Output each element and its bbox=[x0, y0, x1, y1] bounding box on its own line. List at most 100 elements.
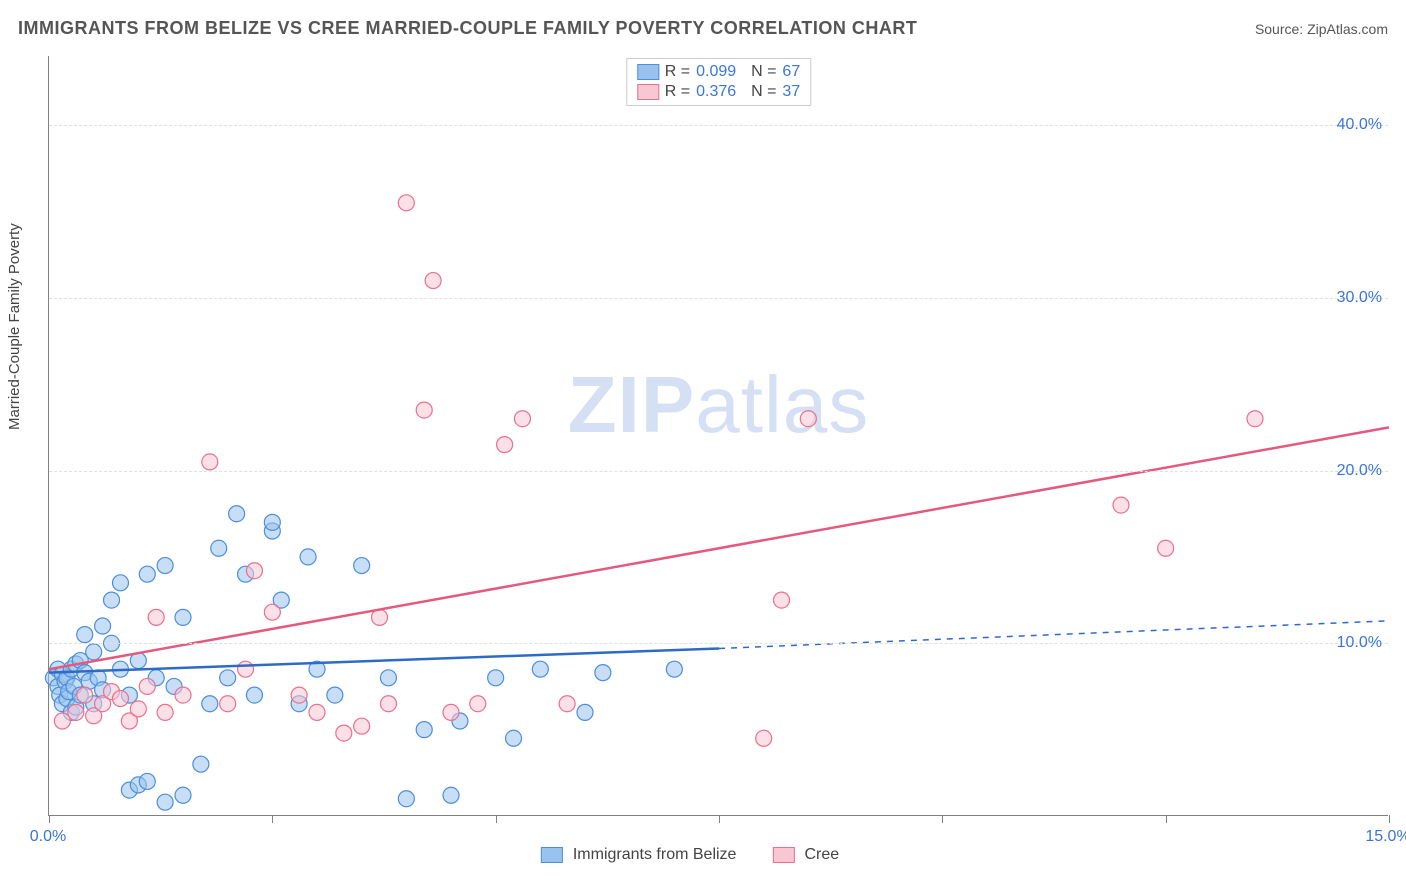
data-point bbox=[514, 411, 530, 427]
data-point bbox=[68, 704, 84, 720]
x-tick bbox=[719, 815, 720, 823]
data-point bbox=[425, 273, 441, 289]
data-point bbox=[175, 787, 191, 803]
legend-swatch bbox=[541, 847, 563, 863]
y-tick-label: 10.0% bbox=[1337, 634, 1382, 652]
legend-series-label: Immigrants from Belize bbox=[573, 846, 737, 864]
legend-series-label: Cree bbox=[804, 846, 839, 864]
source-credit: Source: ZipAtlas.com bbox=[1255, 21, 1388, 37]
data-point bbox=[1113, 497, 1129, 513]
legend-swatch bbox=[637, 84, 659, 100]
data-point bbox=[800, 411, 816, 427]
data-point bbox=[559, 696, 575, 712]
y-tick-label: 40.0% bbox=[1337, 116, 1382, 134]
gridline bbox=[49, 298, 1388, 299]
data-point bbox=[202, 696, 218, 712]
data-point bbox=[300, 549, 316, 565]
data-point bbox=[139, 566, 155, 582]
legend-r-value: 0.376 bbox=[696, 83, 736, 101]
data-point bbox=[1158, 540, 1174, 556]
data-point bbox=[246, 687, 262, 703]
data-point bbox=[327, 687, 343, 703]
data-point bbox=[86, 644, 102, 660]
data-point bbox=[380, 670, 396, 686]
data-point bbox=[193, 756, 209, 772]
data-point bbox=[532, 661, 548, 677]
data-point bbox=[264, 514, 280, 530]
data-point bbox=[220, 696, 236, 712]
page-title: IMMIGRANTS FROM BELIZE VS CREE MARRIED-C… bbox=[18, 18, 917, 39]
data-point bbox=[443, 787, 459, 803]
data-point bbox=[506, 730, 522, 746]
data-point bbox=[112, 575, 128, 591]
data-point bbox=[291, 687, 307, 703]
data-point bbox=[756, 730, 772, 746]
legend-n-label: N = bbox=[742, 63, 776, 81]
data-point bbox=[774, 592, 790, 608]
gridline bbox=[49, 471, 1388, 472]
legend-r-label: R = bbox=[665, 63, 690, 81]
data-point bbox=[416, 722, 432, 738]
data-point bbox=[104, 592, 120, 608]
data-point bbox=[488, 670, 504, 686]
data-point bbox=[202, 454, 218, 470]
data-point bbox=[443, 704, 459, 720]
y-tick-label: 20.0% bbox=[1337, 462, 1382, 480]
data-point bbox=[211, 540, 227, 556]
x-tick-label: 15.0% bbox=[1365, 828, 1406, 846]
chart-area: ZIPatlas R =0.099 N =67R =0.376 N =37 10… bbox=[48, 56, 1388, 816]
regression-line bbox=[49, 427, 1389, 669]
legend-r-label: R = bbox=[665, 83, 690, 101]
data-point bbox=[398, 195, 414, 211]
data-point bbox=[246, 563, 262, 579]
data-point bbox=[470, 696, 486, 712]
data-point bbox=[416, 402, 432, 418]
data-point bbox=[220, 670, 236, 686]
data-point bbox=[309, 704, 325, 720]
legend-swatch bbox=[772, 847, 794, 863]
legend-n-value: 37 bbox=[782, 83, 800, 101]
legend-n-label: N = bbox=[742, 83, 776, 101]
data-point bbox=[77, 627, 93, 643]
data-point bbox=[95, 618, 111, 634]
legend-series: Immigrants from Belize Cree bbox=[541, 846, 865, 864]
data-point bbox=[264, 604, 280, 620]
chart-svg bbox=[49, 56, 1388, 815]
data-point bbox=[336, 725, 352, 741]
data-point bbox=[139, 773, 155, 789]
data-point bbox=[139, 678, 155, 694]
data-point bbox=[77, 687, 93, 703]
data-point bbox=[157, 558, 173, 574]
data-point bbox=[229, 506, 245, 522]
data-point bbox=[175, 687, 191, 703]
data-point bbox=[398, 791, 414, 807]
legend-stats: R = 0.099 N = 67 R = 0.376 N = 37 bbox=[626, 58, 811, 106]
data-point bbox=[497, 437, 513, 453]
data-point bbox=[175, 609, 191, 625]
data-point bbox=[380, 696, 396, 712]
data-point bbox=[130, 701, 146, 717]
data-point bbox=[354, 558, 370, 574]
data-point bbox=[354, 718, 370, 734]
regression-line-extrapolated bbox=[719, 621, 1389, 649]
data-point bbox=[595, 665, 611, 681]
data-point bbox=[666, 661, 682, 677]
data-point bbox=[148, 609, 164, 625]
data-point bbox=[238, 661, 254, 677]
legend-swatch bbox=[637, 64, 659, 80]
y-tick-label: 30.0% bbox=[1337, 289, 1382, 307]
x-tick bbox=[496, 815, 497, 823]
legend-r-value: 0.099 bbox=[696, 63, 736, 81]
x-tick bbox=[1389, 815, 1390, 823]
x-tick bbox=[49, 815, 50, 823]
data-point bbox=[1247, 411, 1263, 427]
data-point bbox=[157, 704, 173, 720]
y-axis-label: Married-Couple Family Poverty bbox=[6, 223, 23, 430]
gridline bbox=[49, 643, 1388, 644]
gridline bbox=[49, 125, 1388, 126]
x-tick bbox=[272, 815, 273, 823]
data-point bbox=[112, 691, 128, 707]
x-tick bbox=[1166, 815, 1167, 823]
legend-n-value: 67 bbox=[782, 63, 800, 81]
data-point bbox=[577, 704, 593, 720]
